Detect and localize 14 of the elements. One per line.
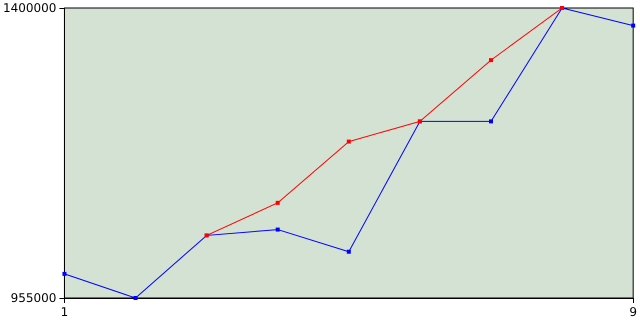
point	[62, 272, 66, 276]
point	[489, 119, 493, 124]
point	[276, 228, 280, 232]
point	[346, 140, 351, 144]
x-tick-label: 1	[60, 305, 68, 319]
point	[276, 200, 280, 205]
point	[346, 250, 351, 254]
y-tick-label: 955000	[10, 291, 56, 305]
point	[134, 296, 138, 300]
line-series	[62, 6, 636, 300]
y-tick-label: 1400000	[2, 1, 56, 15]
point	[631, 24, 636, 28]
point	[489, 58, 493, 62]
x-tick-label: 9	[629, 305, 638, 319]
